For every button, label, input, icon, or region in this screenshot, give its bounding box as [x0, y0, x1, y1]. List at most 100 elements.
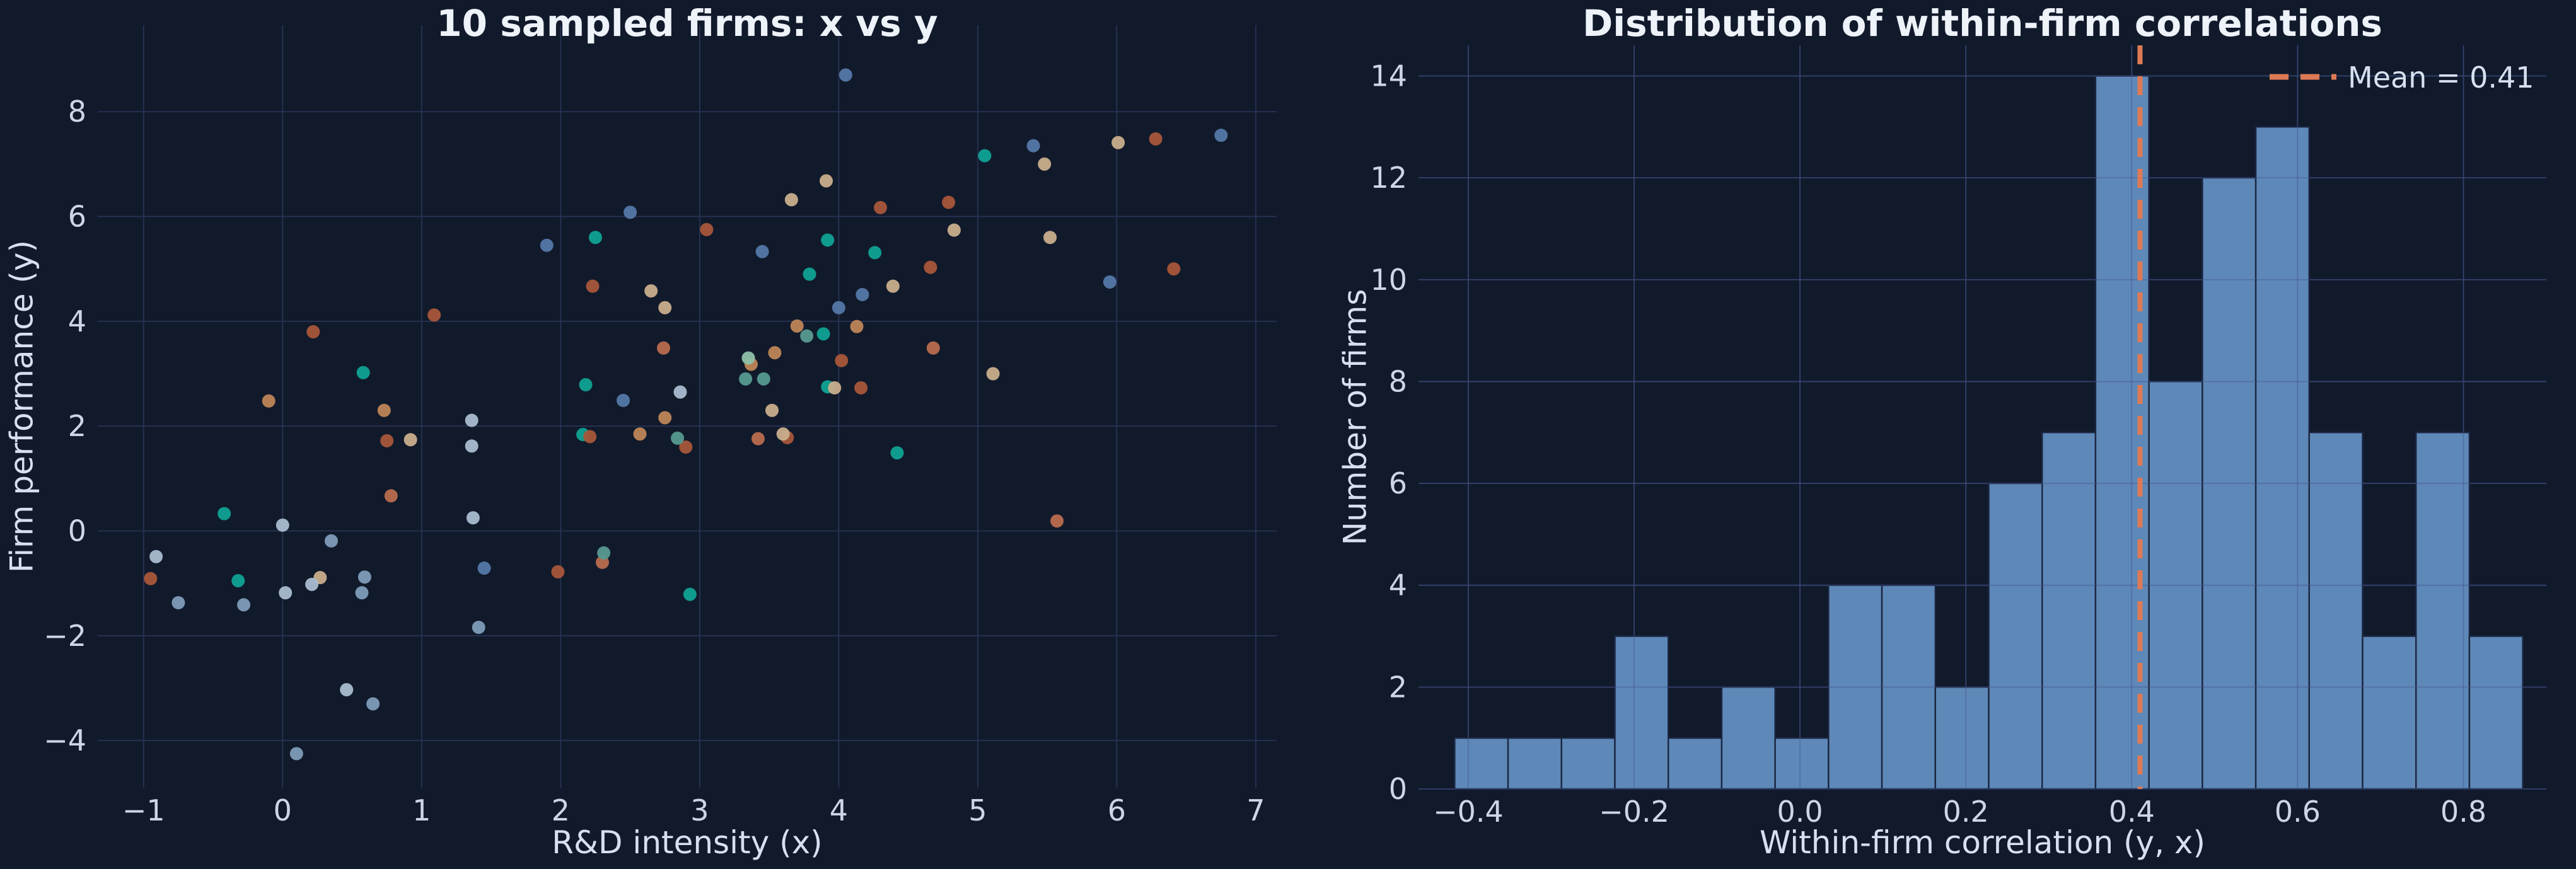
- scatter-point-firm-sea: [671, 431, 685, 445]
- hist-bar: [1507, 737, 1562, 790]
- scatter-x-tick: 7: [1246, 793, 1265, 827]
- scatter-point-firm-sea: [757, 372, 770, 386]
- hist-bar: [2202, 176, 2257, 790]
- scatter-point-firm-rust: [427, 308, 441, 322]
- scatter-point-firm-blue: [832, 301, 845, 314]
- scatter-point-firm-rust: [874, 200, 888, 214]
- scatter-point-firm-gray: [673, 385, 687, 399]
- scatter-x-tick: −1: [122, 793, 165, 827]
- hist-y-tick: 14: [1370, 59, 1407, 93]
- scatter-point-firm-blue: [856, 287, 869, 301]
- scatter-point-firm-rust: [924, 260, 937, 274]
- scatter-x-tick: 1: [412, 793, 431, 827]
- scatter-x-tick: 0: [274, 793, 292, 827]
- hist-y-tick: 6: [1389, 466, 1407, 500]
- scatter-point-firm-rust: [306, 325, 320, 338]
- scatter-point-firm-teal: [231, 574, 245, 588]
- scatter-x-tick: 2: [552, 793, 570, 827]
- hist-x-tick: 0.4: [2109, 795, 2155, 829]
- scatter-point-firm-slate: [355, 586, 369, 600]
- scatter-point-firm-teal: [890, 446, 904, 460]
- hist-bar: [1988, 482, 2043, 790]
- scatter-point-firm-teal: [803, 267, 816, 281]
- hist-bar: [1934, 686, 1990, 790]
- scatter-point-firm-copper: [377, 403, 391, 417]
- scatter-point-firm-blue: [1026, 139, 1040, 153]
- scatter-x-tick: 3: [690, 793, 709, 827]
- scatter-point-firm-slate: [171, 596, 185, 609]
- scatter-point-firm-gray: [279, 586, 293, 600]
- hist-bar: [1828, 584, 1883, 790]
- scatter-point-firm-gray: [465, 413, 479, 427]
- scatter-point-firm-tan: [658, 301, 672, 314]
- scatter-y-tick: 8: [68, 95, 86, 129]
- scatter-point-firm-gray: [276, 518, 289, 532]
- scatter-point-firm-tan: [784, 193, 798, 207]
- scatter-point-firm-terracotta: [1050, 514, 1064, 528]
- scatter-point-firm-teal: [868, 246, 882, 260]
- scatter-point-firm-slate: [366, 697, 380, 711]
- scatter-point-firm-rust: [380, 434, 394, 447]
- scatter-x-tick: 5: [968, 793, 987, 827]
- scatter-point-firm-rust: [835, 354, 849, 367]
- scatter-point-firm-sea: [597, 546, 611, 560]
- scatter-point-firm-gray: [340, 682, 354, 696]
- scatter-point-firm-tan: [828, 381, 842, 394]
- scatter-point-firm-gray: [466, 511, 480, 525]
- scatter-point-firm-tan: [1043, 231, 1057, 245]
- scatter-point-firm-rust: [583, 430, 597, 444]
- scatter-y-tick: 0: [68, 514, 86, 548]
- hist-y-tick: 4: [1389, 568, 1407, 602]
- scatter-point-firm-tan: [1111, 135, 1125, 149]
- scatter-x-tick: 6: [1108, 793, 1126, 827]
- hist-bar: [1614, 635, 1669, 790]
- scatter-y-tick: 6: [68, 200, 86, 234]
- hist-x-tick: −0.4: [1433, 795, 1504, 829]
- hist-y-tick: 12: [1370, 161, 1407, 195]
- hist-y-tick: 2: [1389, 670, 1407, 704]
- scatter-point-firm-copper: [790, 319, 804, 333]
- scatter-point-firm-blue: [1103, 275, 1117, 289]
- scatter-point-firm-rust: [1149, 132, 1163, 146]
- scatter-point-firm-copper: [262, 394, 276, 408]
- scatter-point-firm-copper: [633, 427, 647, 441]
- hist-bar: [2041, 432, 2097, 790]
- scatter-point-firm-blue: [624, 205, 637, 219]
- scatter-point-firm-tan: [947, 223, 961, 237]
- scatter-point-firm-sea: [800, 329, 814, 343]
- hist-y-tick: 8: [1389, 364, 1407, 398]
- scatter-point-firm-rust: [551, 565, 565, 578]
- hist-bar: [2415, 432, 2471, 790]
- scatter-y-tick: −2: [44, 619, 86, 653]
- scatter-point-firm-teal: [816, 327, 830, 341]
- scatter-point-firm-rust: [942, 195, 956, 209]
- scatter-point-firm-slate: [324, 534, 338, 548]
- scatter-ylabel: Firm performance (y): [3, 239, 40, 573]
- scatter-point-firm-sea: [739, 372, 753, 386]
- scatter-point-firm-slate: [357, 570, 371, 584]
- scatter-point-firm-rust: [700, 222, 714, 236]
- scatter-point-firm-tan: [765, 403, 779, 417]
- hist-bar: [2254, 126, 2310, 790]
- scatter-point-firm-rust: [144, 572, 158, 585]
- hist-x-tick: −0.2: [1599, 795, 1669, 829]
- scatter-point-firm-copper: [658, 411, 672, 425]
- scatter-point-firm-tan: [986, 367, 1000, 381]
- scatter-point-firm-blue: [1214, 129, 1228, 142]
- histogram-ylabel: Number of firms: [1337, 289, 1374, 546]
- hist-bar: [2148, 381, 2203, 790]
- scatter-point-firm-slate: [472, 621, 485, 635]
- histogram-xlabel: Within-firm correlation (y, x): [1759, 824, 2206, 861]
- scatter-point-firm-blue: [617, 393, 630, 407]
- hist-bar: [1668, 737, 1723, 790]
- scatter-point-firm-rust: [586, 279, 600, 293]
- scatter-x-tick: 4: [830, 793, 848, 827]
- scatter-point-firm-slate: [289, 747, 303, 761]
- scatter-y-tick: 2: [68, 409, 86, 443]
- scatter-point-firm-teal: [218, 507, 231, 521]
- hist-y-tick: 0: [1389, 772, 1407, 806]
- mean-legend-label: Mean = 0.41: [2348, 60, 2534, 95]
- scatter-point-firm-rust: [854, 381, 868, 394]
